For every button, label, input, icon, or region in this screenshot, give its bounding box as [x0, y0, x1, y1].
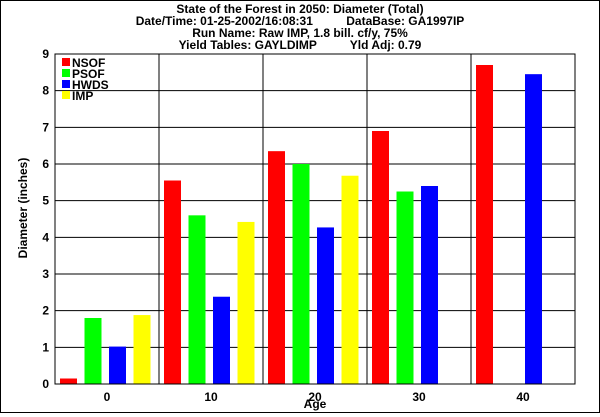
bar-hwds-age-0 [109, 346, 126, 384]
bar-nsof-age-20 [268, 151, 285, 384]
bar-hwds-age-40 [525, 74, 542, 385]
bar-hwds-age-20 [317, 227, 334, 384]
y-axis-label: Diameter (inches) [16, 158, 30, 259]
bar-nsof-age-40 [476, 65, 493, 384]
bar-hwds-age-10 [213, 296, 230, 384]
bar-psof-age-30 [396, 191, 414, 384]
title-line-3: Run Name: Raw IMP, 1.8 bill. cf/y, 75% [192, 26, 408, 40]
bar-psof-age-0 [84, 318, 102, 384]
legend-swatch-nsof [62, 58, 70, 66]
legend-label-hwds: HWDS [72, 78, 109, 92]
y-tick-label: 4 [42, 230, 49, 244]
x-tick-labels: 0 10 20 30 40 [104, 390, 530, 404]
bar-psof-age-10 [188, 215, 206, 384]
plot-area [55, 54, 575, 384]
bars [60, 65, 542, 385]
y-tick-labels: 0 1 2 3 4 5 6 7 8 9 [42, 47, 49, 391]
bar-psof-age-20 [292, 164, 310, 384]
y-tick-label: 0 [42, 377, 49, 391]
x-axis-label: Age [304, 397, 327, 411]
bar-imp-age-0 [133, 315, 151, 384]
title-line-2: Date/Time: 01-25-2002/16:08:31 DataBase:… [136, 14, 465, 28]
y-tick-label: 6 [42, 157, 49, 171]
legend-label-psof: PSOF [72, 67, 105, 81]
y-tick-label: 8 [42, 84, 49, 98]
bar-nsof-age-10 [164, 180, 181, 384]
bar-imp-age-20 [341, 175, 359, 384]
y-tick-label: 1 [42, 340, 49, 354]
legend-swatch-hwds [62, 80, 70, 88]
y-tick-label: 5 [42, 194, 49, 208]
legend-label-nsof: NSOF [72, 56, 105, 70]
x-tick-label: 0 [104, 390, 111, 404]
bar-imp-age-10 [237, 221, 255, 384]
title-line-4: Yield Tables: GAYLDIMP Yld Adj: 0.79 [179, 38, 422, 52]
y-tick-label: 9 [42, 47, 49, 61]
legend-label-imp: IMP [72, 89, 93, 103]
x-tick-label: 40 [516, 390, 530, 404]
x-tick-label: 20 [308, 390, 322, 404]
x-tick-label: 10 [204, 390, 218, 404]
bar-nsof-age-30 [372, 131, 389, 384]
title-line-1: State of the Forest in 2050: Diameter (T… [176, 2, 423, 16]
bar-nsof-age-0 [60, 378, 77, 384]
plot-border [54, 53, 576, 385]
bar-hwds-age-30 [421, 186, 438, 384]
legend-swatch-imp [62, 91, 70, 99]
x-tick-label: 30 [412, 390, 426, 404]
y-tick-label: 7 [42, 120, 49, 134]
y-tick-label: 3 [42, 267, 49, 281]
chart-title: State of the Forest in 2050: Diameter (T… [136, 2, 465, 52]
y-tick-label: 2 [42, 304, 49, 318]
legend-swatch-psof [62, 69, 70, 77]
